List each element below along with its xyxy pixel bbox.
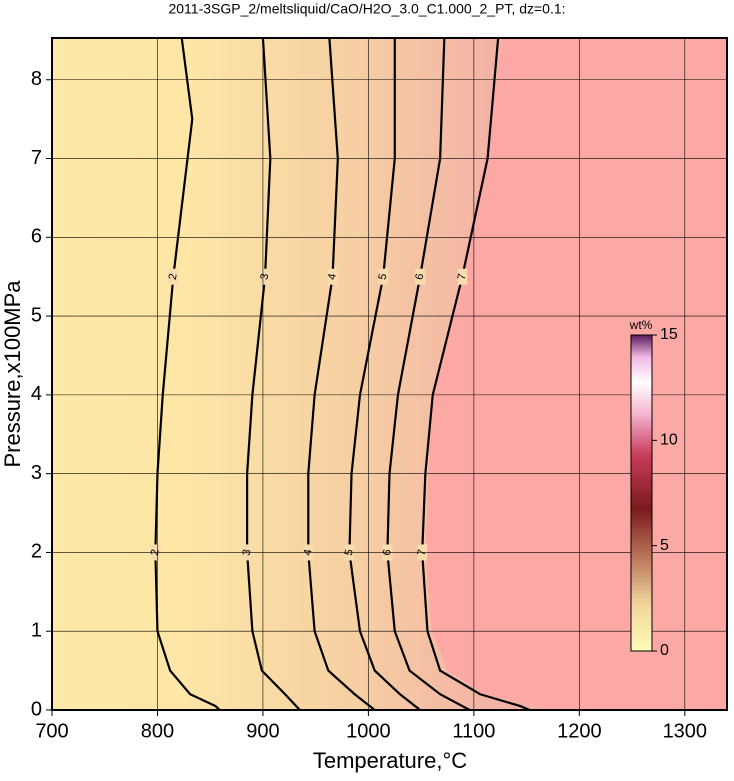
- contour-label: 6: [414, 273, 427, 281]
- x-tick-label: 1000: [346, 720, 391, 742]
- y-tick-label: 3: [31, 462, 42, 484]
- colorbar-tick-label: 5: [660, 537, 669, 554]
- colorbar-tick-label: 10: [660, 432, 678, 449]
- contour-label: 7: [456, 273, 469, 281]
- y-tick-label: 7: [31, 147, 42, 169]
- y-tick-label: 4: [31, 383, 42, 405]
- colorbar: [630, 334, 653, 652]
- x-axis-label: Temperature,°C: [313, 748, 467, 773]
- contour-label-bg: [415, 268, 426, 285]
- contour-label-bg: [168, 268, 179, 285]
- contour-line: [307, 38, 376, 710]
- y-tick-label: 8: [31, 68, 42, 90]
- contour-line: [246, 38, 301, 710]
- y-tick-label: 5: [31, 304, 42, 326]
- contour-line: [348, 38, 421, 710]
- contour-label-bg: [378, 268, 389, 285]
- y-tick-label: 0: [31, 698, 42, 720]
- x-tick-label: 1200: [557, 720, 602, 742]
- contour-label-bg: [260, 268, 271, 285]
- y-tick-label: 6: [31, 226, 42, 248]
- contour-label: 5: [377, 273, 390, 281]
- x-tick-label: 700: [35, 720, 68, 742]
- y-tick-label: 1: [31, 620, 42, 642]
- x-tick-label: 900: [246, 720, 279, 742]
- y-tick-label: 2: [31, 541, 42, 563]
- contour-label: 3: [259, 273, 272, 281]
- colorbar-label: wt%: [629, 318, 653, 332]
- contour-label-bg: [457, 268, 468, 285]
- x-tick-label: 1100: [452, 720, 495, 742]
- chart-title: 2011-3SGP_2/meltsliquid/CaO/H2O_3.0_C1.0…: [168, 1, 565, 17]
- x-tick-label: 1300: [663, 720, 708, 742]
- x-tick-label: 800: [141, 720, 174, 742]
- colorbar-tick-label: 15: [660, 326, 678, 343]
- contour-label: 4: [326, 273, 339, 281]
- y-axis-label: Pressure,x100MPa: [0, 280, 25, 468]
- contour-label: 2: [167, 273, 180, 281]
- colorbar-tick-label: 0: [660, 642, 669, 659]
- contour-line: [386, 38, 471, 710]
- contour-label-bg: [327, 268, 338, 285]
- plot-frame: [51, 37, 728, 711]
